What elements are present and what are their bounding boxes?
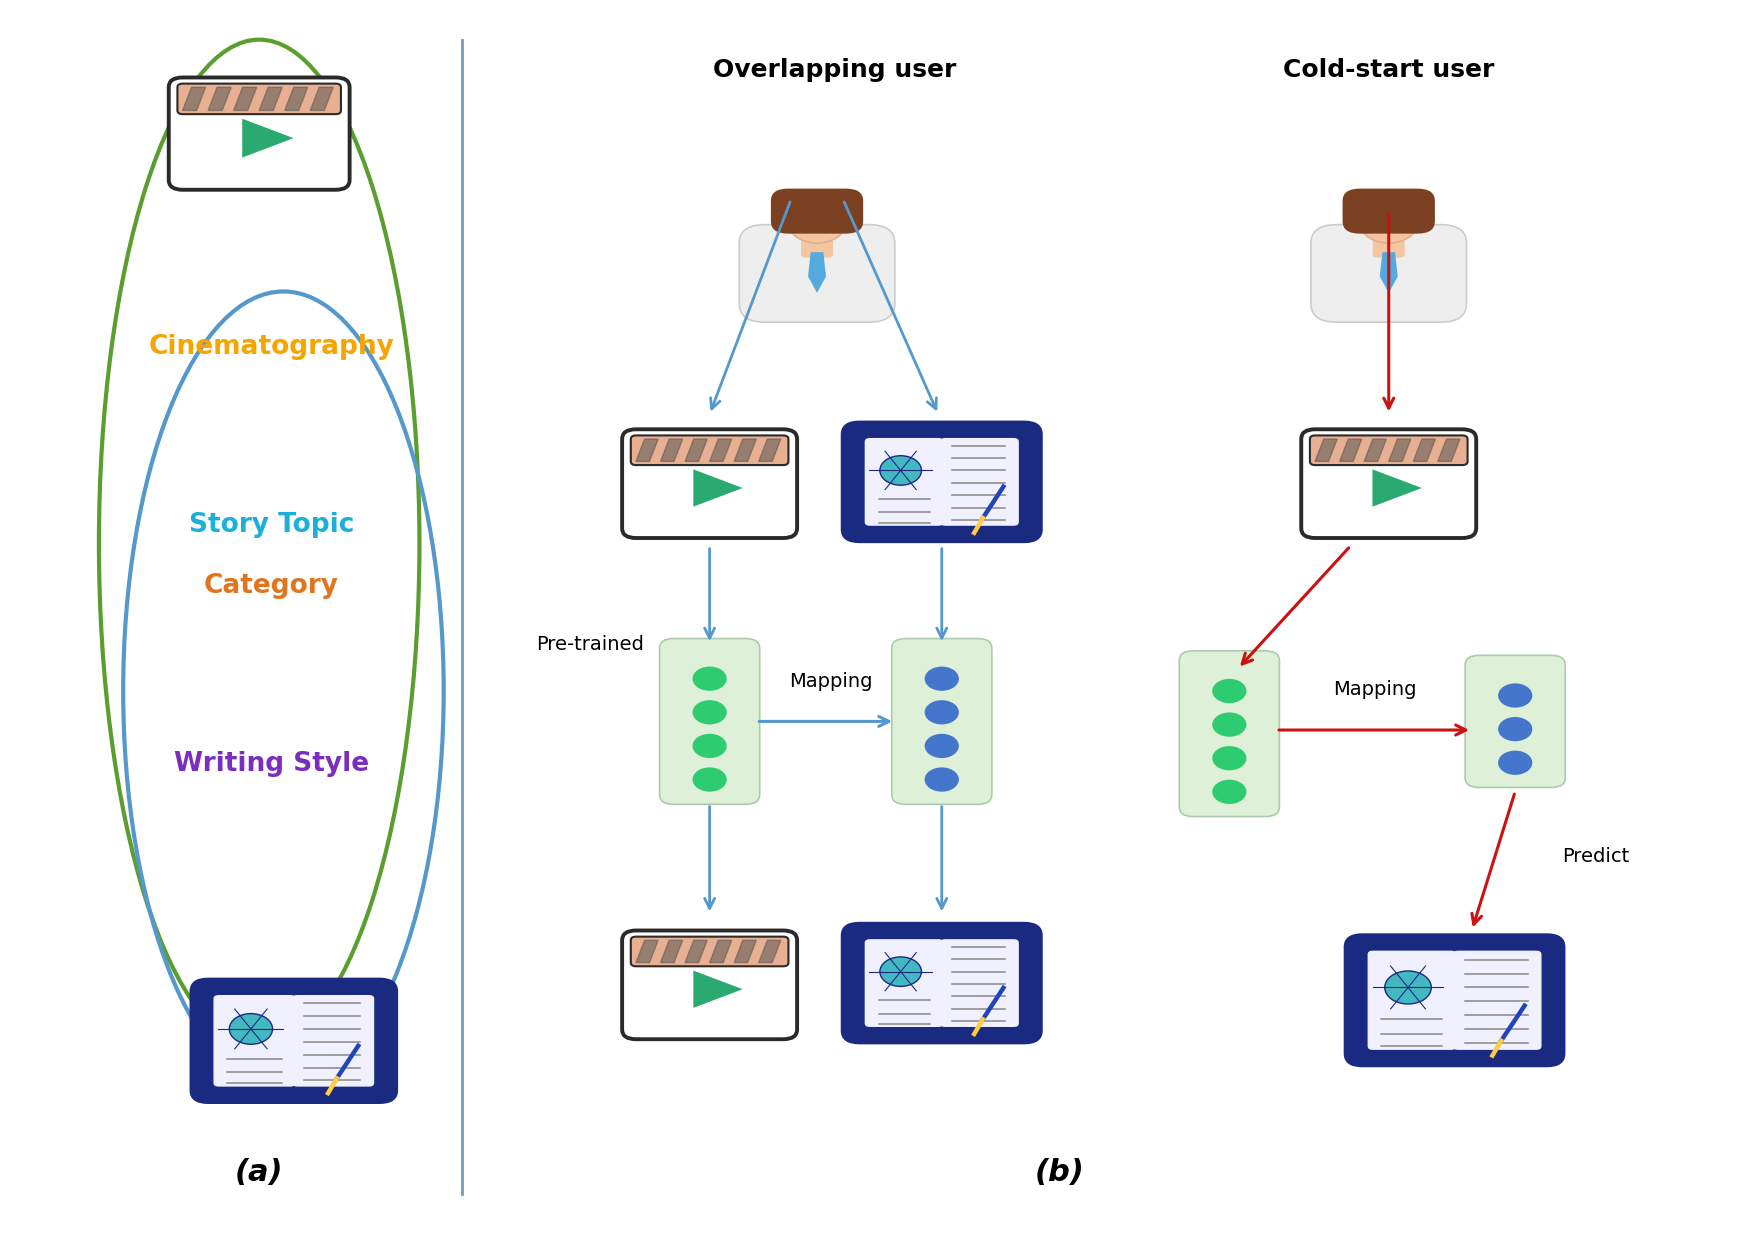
- FancyBboxPatch shape: [801, 236, 833, 258]
- Polygon shape: [1413, 439, 1436, 462]
- FancyBboxPatch shape: [214, 995, 295, 1087]
- Circle shape: [1359, 202, 1418, 243]
- Polygon shape: [685, 439, 707, 462]
- FancyBboxPatch shape: [169, 78, 349, 190]
- Polygon shape: [1389, 439, 1411, 462]
- Polygon shape: [209, 88, 231, 111]
- Circle shape: [1211, 780, 1246, 805]
- Polygon shape: [1437, 439, 1460, 462]
- Circle shape: [925, 666, 959, 691]
- Polygon shape: [733, 940, 756, 963]
- Polygon shape: [685, 940, 707, 963]
- Circle shape: [789, 202, 846, 243]
- FancyBboxPatch shape: [892, 638, 992, 805]
- FancyBboxPatch shape: [631, 436, 789, 465]
- FancyBboxPatch shape: [866, 438, 944, 526]
- Polygon shape: [693, 971, 742, 1008]
- Polygon shape: [709, 940, 732, 963]
- FancyBboxPatch shape: [1373, 236, 1404, 258]
- Text: Mapping: Mapping: [1333, 680, 1416, 700]
- Polygon shape: [285, 88, 308, 111]
- FancyBboxPatch shape: [622, 429, 798, 538]
- Circle shape: [879, 455, 921, 485]
- Circle shape: [692, 734, 726, 758]
- FancyBboxPatch shape: [1465, 655, 1566, 787]
- Circle shape: [692, 700, 726, 724]
- Polygon shape: [709, 439, 732, 462]
- Circle shape: [1498, 750, 1533, 775]
- FancyBboxPatch shape: [191, 979, 396, 1103]
- Text: Cold-start user: Cold-start user: [1283, 58, 1495, 83]
- FancyBboxPatch shape: [1180, 650, 1279, 817]
- Polygon shape: [1364, 439, 1387, 462]
- Polygon shape: [693, 469, 742, 507]
- FancyBboxPatch shape: [739, 225, 895, 322]
- Polygon shape: [1373, 469, 1422, 507]
- Polygon shape: [233, 88, 257, 111]
- FancyBboxPatch shape: [631, 937, 789, 966]
- Polygon shape: [259, 88, 282, 111]
- Circle shape: [1211, 747, 1246, 770]
- FancyBboxPatch shape: [1345, 934, 1564, 1066]
- Text: Story Topic: Story Topic: [189, 512, 355, 538]
- FancyBboxPatch shape: [1453, 950, 1542, 1050]
- Circle shape: [925, 734, 959, 758]
- Polygon shape: [636, 940, 659, 963]
- Polygon shape: [808, 252, 826, 292]
- Text: Pre-trained: Pre-trained: [537, 634, 645, 654]
- FancyBboxPatch shape: [177, 84, 341, 115]
- Polygon shape: [636, 439, 659, 462]
- Text: Cinematography: Cinematography: [148, 333, 395, 360]
- Polygon shape: [242, 118, 294, 158]
- Text: Writing Style: Writing Style: [174, 752, 368, 777]
- FancyBboxPatch shape: [940, 438, 1018, 526]
- Polygon shape: [1316, 439, 1337, 462]
- FancyBboxPatch shape: [843, 923, 1041, 1043]
- FancyBboxPatch shape: [622, 930, 798, 1039]
- Circle shape: [925, 700, 959, 724]
- Polygon shape: [309, 88, 334, 111]
- FancyBboxPatch shape: [940, 939, 1018, 1027]
- Text: Mapping: Mapping: [789, 671, 872, 691]
- FancyBboxPatch shape: [659, 638, 760, 805]
- Text: Category: Category: [203, 574, 339, 600]
- Circle shape: [1211, 679, 1246, 703]
- Text: Overlapping user: Overlapping user: [713, 58, 956, 83]
- Polygon shape: [182, 88, 205, 111]
- Polygon shape: [660, 439, 683, 462]
- Circle shape: [1385, 971, 1432, 1004]
- Polygon shape: [660, 940, 683, 963]
- Text: (a): (a): [235, 1157, 283, 1187]
- Circle shape: [1498, 684, 1533, 707]
- FancyBboxPatch shape: [1310, 225, 1467, 322]
- Circle shape: [1498, 717, 1533, 742]
- FancyBboxPatch shape: [1302, 429, 1476, 538]
- FancyBboxPatch shape: [843, 422, 1041, 542]
- Circle shape: [229, 1013, 273, 1044]
- Circle shape: [879, 956, 921, 986]
- FancyBboxPatch shape: [1310, 436, 1467, 465]
- Polygon shape: [760, 940, 780, 963]
- FancyBboxPatch shape: [292, 995, 374, 1087]
- Polygon shape: [760, 439, 780, 462]
- FancyBboxPatch shape: [772, 189, 864, 233]
- FancyBboxPatch shape: [866, 939, 944, 1027]
- Circle shape: [692, 666, 726, 691]
- Polygon shape: [733, 439, 756, 462]
- Circle shape: [692, 768, 726, 792]
- Text: (b): (b): [1034, 1157, 1085, 1187]
- FancyBboxPatch shape: [1368, 950, 1456, 1050]
- Polygon shape: [1380, 252, 1397, 292]
- Circle shape: [925, 768, 959, 792]
- Text: Predict: Predict: [1562, 847, 1629, 866]
- Polygon shape: [1340, 439, 1363, 462]
- Circle shape: [1211, 712, 1246, 737]
- FancyBboxPatch shape: [1342, 189, 1436, 233]
